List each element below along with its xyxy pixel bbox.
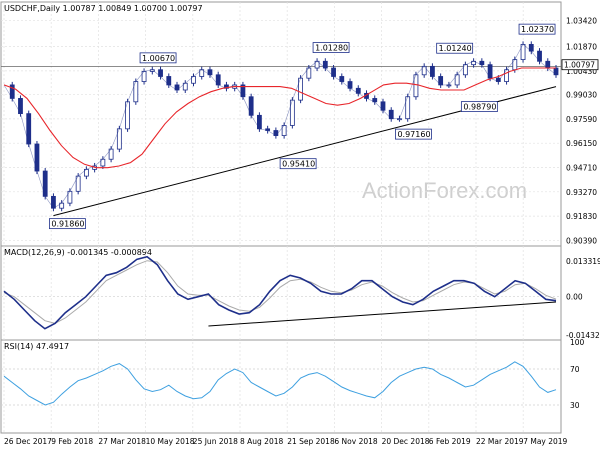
price-header: USDCHF,Daily 1.00787 1.00849 1.00700 1.0… [4, 4, 203, 13]
current-price-label: 1.00797 [564, 61, 595, 70]
rsi-panel [0, 339, 562, 434]
macd-tick-label: 0.013319 [566, 257, 600, 266]
macd-signal-line [3, 260, 557, 324]
macd-macd-line [3, 255, 557, 330]
price-annotation: 1.01240 [439, 44, 472, 53]
price-tick-label: 0.99030 [566, 91, 597, 100]
macd-header: MACD(12,26,9) -0.001345 -0.000894 [4, 248, 152, 257]
watermark: ActionForex.com [362, 178, 527, 203]
x-tick-label: 27 Mar 2018 [98, 437, 146, 446]
price-annotation: 1.01280 [315, 44, 348, 53]
price-annotation: 0.98790 [463, 103, 496, 112]
price-tick-label: 1.03420 [566, 16, 597, 25]
price-annotation: 1.00670 [142, 54, 175, 63]
macd-tick-label: -0.014323 [566, 331, 600, 340]
x-tick-label: 8 Aug 2018 [240, 437, 283, 446]
x-tick-label: 9 Feb 2018 [51, 437, 93, 446]
macd-trendline [208, 301, 557, 327]
x-tick-label: 6 Feb 2019 [429, 437, 471, 446]
price-tick-label: 0.94710 [566, 164, 597, 173]
rsi-tick-label: 100 [570, 338, 585, 347]
price-tick-label: 1.01870 [566, 43, 597, 52]
rsi-tick-label: 30 [570, 401, 580, 410]
price-annotation-box [312, 42, 350, 53]
current-price-box [561, 59, 599, 71]
macd-tick-label: 0.00 [566, 293, 583, 302]
price-tick-label: 0.93270 [566, 188, 597, 197]
price-annotation-box [436, 42, 474, 54]
price-sma-line [3, 67, 556, 169]
rsi-tick-label: 70 [570, 365, 580, 374]
price-close-line [3, 43, 557, 209]
price-tick-label: 0.97590 [566, 115, 597, 124]
price-tick-label: 0.91830 [566, 212, 597, 221]
x-tick-label: 20 Dec 2018 [382, 437, 430, 446]
x-tick-label: 6 Nov 2018 [334, 437, 377, 446]
price-annotation: 0.91860 [51, 220, 84, 229]
price-tick-label: 0.96150 [566, 139, 597, 148]
price-annotation-box [460, 101, 498, 113]
price-annotation: 0.97160 [397, 130, 430, 139]
price-annotation-box [279, 158, 317, 170]
price-annotation-box [139, 52, 177, 64]
x-tick-label: 7 May 2019 [523, 437, 567, 446]
price-annotation: 0.95410 [282, 160, 315, 169]
rsi-header: RSI(14) 47.4917 [4, 342, 69, 351]
price-tick-label: 0.90390 [566, 236, 597, 245]
x-tick-label: 21 Sep 2018 [287, 437, 335, 446]
x-tick-label: 10 May 2018 [146, 437, 195, 446]
rsi-line [3, 361, 557, 406]
x-tick-label: 22 Mar 2019 [476, 437, 524, 446]
x-tick-label: 26 Dec 2017 [4, 437, 52, 446]
price-annotation-box [395, 128, 432, 140]
price-annotation-box [49, 218, 86, 230]
price-annotation: 1.02370 [521, 25, 554, 34]
price-annotation-box [518, 23, 556, 35]
price-tick-label: 1.00430 [566, 67, 597, 76]
x-tick-label: 25 Jun 2018 [193, 437, 238, 446]
